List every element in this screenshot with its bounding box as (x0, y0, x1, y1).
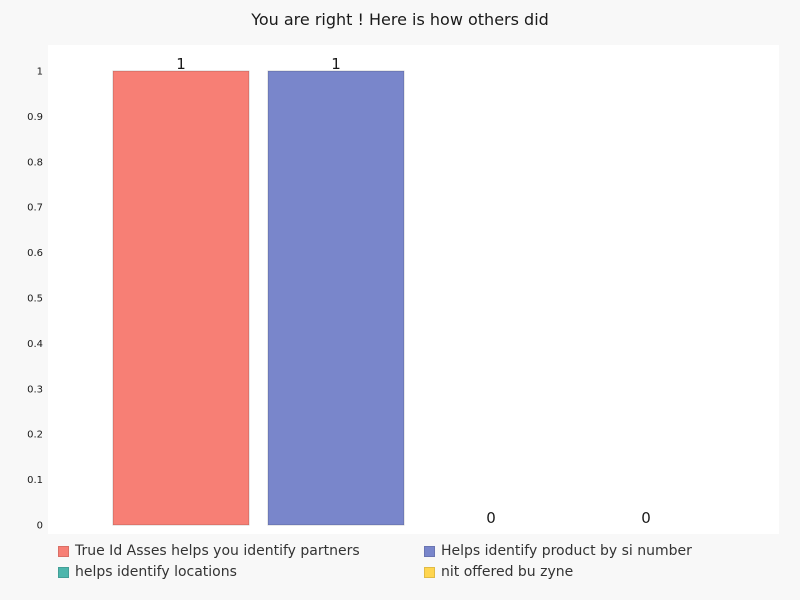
legend-swatch-3 (58, 566, 69, 578)
legend-item-3[interactable]: helps identify locations (58, 564, 237, 580)
legend-label-2: Helps identify product by si number (441, 543, 692, 559)
y-tick-label: 0.8 (27, 157, 43, 168)
legend-item-1[interactable]: True Id Asses helps you identify partner… (58, 543, 360, 559)
legend-item-2[interactable]: Helps identify product by si number (424, 543, 692, 559)
legend-swatch-1 (58, 545, 69, 557)
y-tick-label: 0.5 (27, 294, 43, 305)
bars-group (112, 70, 405, 526)
bar-value-label: 0 (641, 509, 651, 527)
y-tick-label: 0.9 (27, 112, 43, 123)
y-tick-label: 0.1 (27, 475, 43, 486)
legend-swatch-4 (424, 566, 435, 578)
bar-labels-group: 1 1 0 0 (176, 55, 651, 527)
y-tick-label: 0 (37, 521, 43, 532)
y-axis-ticks: 0 0.1 0.2 0.3 0.4 0.5 0.6 0.7 0.8 0.9 1 (27, 67, 43, 532)
y-tick-label: 1 (37, 67, 43, 78)
bar[interactable] (267, 70, 405, 526)
bar[interactable] (112, 70, 250, 526)
y-tick-label: 0.4 (27, 339, 43, 350)
bar-value-label: 1 (331, 55, 341, 73)
bar-value-label: 0 (486, 509, 496, 527)
bar-value-label: 1 (176, 55, 186, 73)
y-tick-label: 0.3 (27, 384, 43, 395)
legend-label-4: nit offered bu zyne (441, 564, 574, 580)
legend-swatch-2 (424, 545, 435, 557)
y-tick-label: 0.7 (27, 203, 43, 214)
chart-title: You are right ! Here is how others did (251, 10, 549, 29)
y-tick-label: 0.6 (27, 248, 43, 259)
legend-item-4[interactable]: nit offered bu zyne (424, 564, 573, 580)
legend-label-1: True Id Asses helps you identify partner… (75, 543, 360, 559)
y-tick-label: 0.2 (27, 430, 43, 441)
legend-label-3: helps identify locations (75, 564, 237, 580)
